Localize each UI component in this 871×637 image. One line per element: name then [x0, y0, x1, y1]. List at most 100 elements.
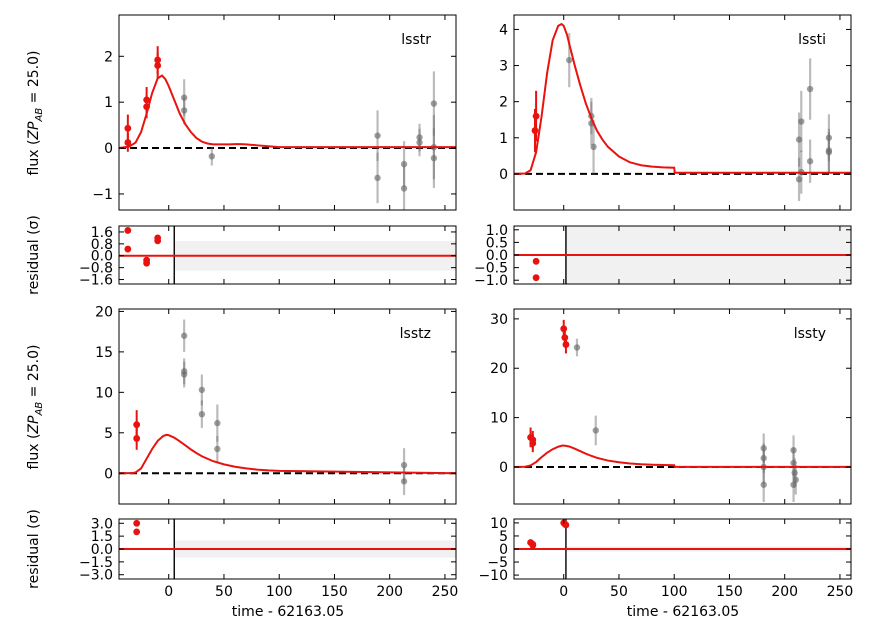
- unfitted-point: [760, 481, 767, 488]
- residual-point: [124, 227, 132, 234]
- panel-lsstr: −1 0 1 2 lsstr −1.6−0.80.00.81.6: [79, 14, 457, 289]
- main-plot-area-lsstz: [119, 319, 456, 496]
- main-plot-area-lsstr: [119, 46, 456, 210]
- unfitted-point: [180, 94, 188, 101]
- residual-xtick-label: 50: [215, 584, 233, 600]
- flux-label-prefix: flux (: [26, 434, 42, 470]
- main-axes-frame: [118, 308, 457, 505]
- flux-label-suffix: = 25.0): [26, 51, 42, 108]
- residual-ytick-label: −1.6: [79, 273, 113, 289]
- y-axis-label-residual-top: residual (σ): [26, 215, 42, 295]
- y-axis-label-residual-bottom: residual (σ): [26, 509, 42, 589]
- flux-label-zp: ZP: [26, 415, 42, 435]
- main-ytick-label: 20: [490, 361, 508, 377]
- residual-xtick-label: 100: [266, 584, 293, 600]
- fitted-point: [562, 341, 570, 348]
- flux-label-prefix: flux (: [26, 140, 42, 176]
- main-plot-area-lssti: [514, 22, 851, 201]
- band-label-lssti: lssti: [798, 32, 826, 48]
- fitted-point: [143, 103, 151, 111]
- main-ytick-label: 0: [499, 460, 508, 476]
- unfitted-point: [791, 469, 798, 477]
- residual-xtick-label: 50: [610, 584, 628, 600]
- fitted-point: [531, 127, 539, 134]
- residual-plot-area-lsstr: [119, 226, 456, 284]
- residual-xtick-label: 250: [827, 584, 854, 600]
- unfitted-point: [208, 153, 216, 160]
- unfitted-point: [400, 185, 408, 192]
- unfitted-point: [825, 149, 833, 156]
- main-ytick-label: 10: [490, 411, 508, 427]
- unfitted-point: [790, 459, 797, 467]
- flux-label-zp: ZP: [26, 121, 42, 141]
- main-ytick-label: 0: [104, 466, 113, 482]
- unfitted-point: [180, 371, 188, 378]
- residual-ytick-label: 1.0: [486, 223, 508, 239]
- residual-point: [143, 259, 151, 267]
- residual-point: [529, 541, 537, 549]
- main-ytick-label: 3: [499, 59, 508, 75]
- residual-ytick-label: 3.0: [91, 516, 113, 532]
- unfitted-point: [400, 478, 408, 485]
- residual-point: [133, 528, 141, 536]
- residual-ytick-label: 0.0: [91, 249, 113, 265]
- unfitted-point: [430, 154, 438, 162]
- main-plot-area-lssty: [514, 319, 851, 503]
- main-ytick-label: 0: [499, 167, 508, 183]
- unfitted-point: [795, 136, 803, 143]
- residual-axes-frame: [118, 225, 457, 285]
- residual-xtick-label: 150: [716, 584, 743, 600]
- unfitted-point: [795, 176, 803, 183]
- residual-ytick-label: 1.5: [91, 529, 113, 545]
- y-axis-label-flux-bottom: flux (ZPAB = 25.0): [26, 345, 45, 470]
- y-axis-label-flux-top: flux (ZPAB = 25.0): [26, 51, 45, 176]
- unfitted-point: [214, 419, 221, 427]
- residual-ytick-label: 10: [490, 516, 508, 532]
- main-ytick-label: 2: [104, 49, 113, 65]
- flux-label-sub: AB: [34, 402, 45, 417]
- model-curve: [119, 74, 456, 150]
- unfitted-point: [400, 160, 408, 168]
- main-ytick-label: 30: [490, 312, 508, 328]
- main-ytick-label: 0: [104, 141, 113, 157]
- residual-ytick-label: −0.8: [79, 261, 113, 277]
- fitted-point: [532, 112, 540, 120]
- unfitted-point: [590, 143, 597, 151]
- unfitted-point: [592, 427, 599, 434]
- residual-xtick-label: 200: [771, 584, 798, 600]
- residual-ytick-label: −5: [487, 555, 508, 571]
- unfitted-point: [374, 174, 381, 182]
- residual-xtick-label: 0: [164, 584, 173, 600]
- x-axis-label-right: time - 62163.05: [627, 604, 739, 620]
- unfitted-point: [198, 386, 206, 394]
- main-ytick-label: 2: [499, 95, 508, 111]
- main-axes-frame: [513, 14, 852, 211]
- residual-ytick-label: 0: [499, 542, 508, 558]
- fitted-point: [133, 421, 141, 429]
- model-curve: [514, 444, 851, 468]
- residual-plot-area-lsstz: [119, 519, 456, 579]
- main-axes-frame: [513, 308, 852, 505]
- unfitted-point: [760, 445, 767, 452]
- unfitted-point: [790, 481, 797, 488]
- unfitted-point: [374, 132, 381, 139]
- unfitted-point: [400, 461, 408, 469]
- unfitted-point: [416, 139, 423, 146]
- model-curve: [514, 22, 851, 175]
- residual-xtick-label: 200: [376, 584, 403, 600]
- main-ytick-label: 20: [95, 304, 113, 320]
- fitted-point: [154, 62, 162, 69]
- main-axes-frame: [118, 14, 457, 211]
- residual-xtick-label: 150: [321, 584, 348, 600]
- unfitted-point: [180, 107, 188, 114]
- main-ytick-label: 1: [104, 95, 113, 111]
- unfitted-point: [825, 134, 833, 141]
- unfitted-point: [806, 158, 814, 165]
- band-label-lssty: lssty: [794, 326, 826, 342]
- unfitted-point: [416, 134, 423, 141]
- model-curve: [119, 433, 456, 475]
- band-label-lsstz: lsstz: [400, 326, 431, 342]
- flux-label-sub: AB: [34, 108, 45, 123]
- panels-group: −1012lsstr−1.6−0.80.00.81.601234lssti−1.…: [79, 14, 854, 600]
